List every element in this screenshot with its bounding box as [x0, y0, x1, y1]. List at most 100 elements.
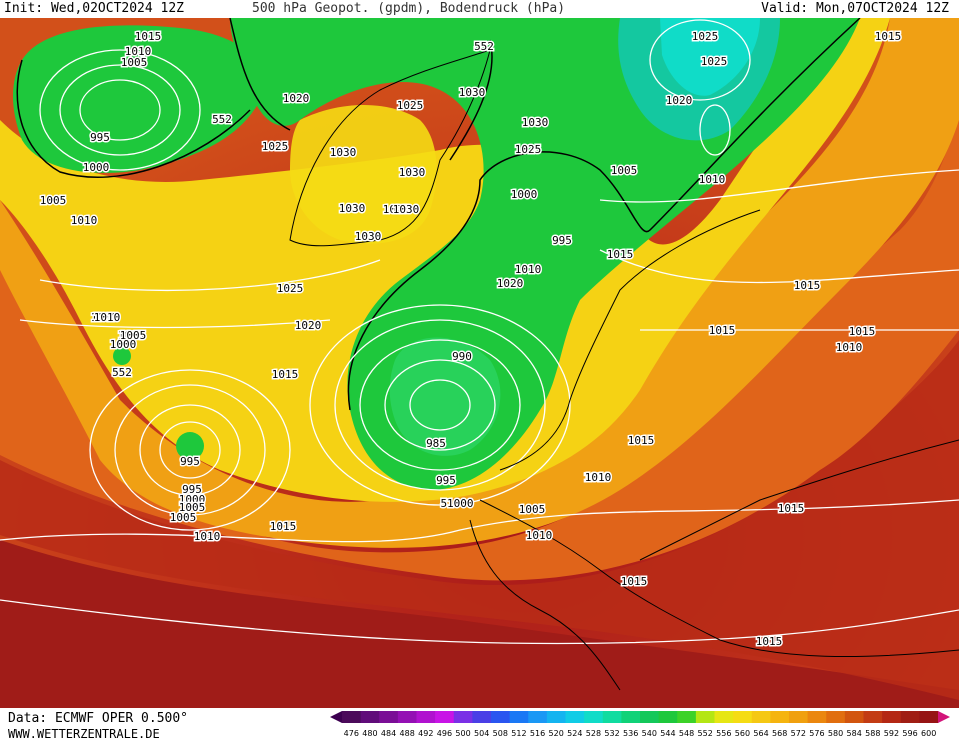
colorbar-swatch — [435, 711, 455, 723]
contour-552-low — [347, 18, 861, 411]
pressure-label: 1010 — [71, 214, 98, 227]
pressure-label: 1025 — [701, 55, 728, 68]
colorbar-tick-label: 584 — [847, 729, 862, 738]
colorbar-tick-label: 596 — [902, 729, 917, 738]
colorbar-swatch — [789, 711, 809, 723]
coastlines — [289, 49, 959, 691]
pressure-label: 1025 — [692, 30, 719, 43]
colorbar-tick-label: 592 — [884, 729, 899, 738]
field-580-band — [0, 110, 959, 581]
colorbar-tick-label: 504 — [474, 729, 489, 738]
colorbar-tick-label: 480 — [362, 729, 377, 738]
pressure-label: 1020 — [497, 277, 524, 290]
colorbar-tick-label: 500 — [455, 729, 470, 738]
colorbar-tick-label: 476 — [344, 729, 359, 738]
pressure-label: 1005 — [519, 503, 546, 516]
cyan-low-inner — [660, 18, 760, 96]
pressure-label: 552 — [212, 113, 232, 126]
pressure-label: 1015 — [621, 575, 648, 588]
colorbar-tick-label: 496 — [437, 729, 452, 738]
colorbar-tick-label: 556 — [716, 729, 731, 738]
colorbar-swatch — [807, 711, 827, 723]
colorbar-tick-label: 560 — [735, 729, 750, 738]
colorbar-min-arrow — [330, 711, 342, 723]
colorbar-swatch — [658, 711, 678, 723]
pressure-label: 1010 — [836, 341, 863, 354]
pressure-label: 1015 — [756, 635, 783, 648]
pressure-label: 1020 — [283, 92, 310, 105]
colorbar-tick-label: 516 — [530, 729, 545, 738]
pressure-label: 990 — [452, 350, 472, 363]
pressure-label: 1010 — [699, 173, 726, 186]
pressure-label: 1010 — [194, 530, 221, 543]
colorbar-swatch — [919, 711, 939, 723]
pressure-label: 552 — [112, 366, 132, 379]
pressure-label: 1025 — [383, 203, 410, 216]
colorbar-swatch — [900, 711, 920, 723]
colorbar-tick-label: 588 — [865, 729, 880, 738]
pressure-label: 1015 — [709, 324, 736, 337]
colorbar-swatch — [342, 711, 362, 723]
init-time: Init: Wed,02OCT2024 12Z — [4, 1, 185, 16]
colorbar-swatch — [453, 711, 473, 723]
pressure-label: 1015 — [875, 30, 902, 43]
pressure-label: 1030 — [355, 230, 382, 243]
colorbar-swatch — [770, 711, 790, 723]
colorbar-swatch — [714, 711, 734, 723]
colorbar-tick-label: 572 — [791, 729, 806, 738]
colorbar-tick-label: 548 — [679, 729, 694, 738]
colorbar-tick-label: 524 — [567, 729, 582, 738]
pressure-label: 1030 — [522, 116, 549, 129]
pressure-label: 995 — [90, 131, 110, 144]
pressure-label: 1025 — [515, 143, 542, 156]
pressure-label: 1030 — [339, 202, 366, 215]
colorbar-tick-label: 552 — [698, 729, 713, 738]
colorbar-tick-label: 540 — [642, 729, 657, 738]
pressure-label: 1025 — [397, 99, 424, 112]
colorbar-swatch — [528, 711, 548, 723]
pressure-label: 1010 — [585, 471, 612, 484]
pressure-label: 1005 — [121, 56, 148, 69]
colorbar-swatch — [472, 711, 492, 723]
map-title: 500 hPa Geopot. (gpdm), Bodendruck (hPa) — [252, 1, 566, 16]
colorbar-tick-label: 520 — [549, 729, 564, 738]
pressure-label: 1000 — [110, 338, 137, 351]
colorbar-tick-label: 564 — [753, 729, 768, 738]
colorbar-swatch — [584, 711, 604, 723]
colorbar-tick-label: 488 — [400, 729, 415, 738]
pressure-label: 1015 — [778, 502, 805, 515]
colorbar-tick-label: 528 — [586, 729, 601, 738]
pressure-label: 1015 — [270, 520, 297, 533]
colorbar-tick-label: 544 — [660, 729, 675, 738]
colorbar-tick-label: 492 — [418, 729, 433, 738]
pressure-label: 1015 — [607, 248, 634, 261]
colorbar-legend: 476 480 484 488 492 496 500 504 508 512 516 520 524 5… — [330, 711, 950, 738]
site-url[interactable]: WWW.WETTERZENTRALE.DE — [8, 727, 160, 741]
data-source: Data: ECMWF OPER 0.500° — [8, 711, 189, 726]
colorbar-tick-label: 580 — [828, 729, 843, 738]
pressure-label: 1005 — [170, 511, 197, 524]
contour-552-west — [16, 59, 251, 179]
pressure-label: 995 — [182, 483, 202, 496]
pressure-label: 1020 — [295, 319, 322, 332]
colorbar-swatch — [416, 711, 436, 723]
map-header: Init: Wed,02OCT2024 12Z 500 hPa Geopot. … — [0, 0, 959, 18]
field-600-band — [0, 540, 959, 708]
field-590-band — [0, 340, 959, 700]
pressure-label: 1015 — [272, 368, 299, 381]
pressure-label: 1025 — [262, 140, 289, 153]
yellow-greenland-ridge — [290, 105, 437, 244]
pressure-label: 1030 — [393, 203, 420, 216]
colorbar-swatch — [621, 711, 641, 723]
colorbar-swatch — [826, 711, 846, 723]
colorbar-tick-label: 568 — [772, 729, 787, 738]
pressure-label: 995 — [180, 455, 200, 468]
pressure-label: 995 — [436, 474, 456, 487]
colorbar-swatch — [379, 711, 399, 723]
pressure-label: 1020 — [666, 94, 693, 107]
pressure-label: 1005 — [179, 501, 206, 514]
colorbar-tick-label: 576 — [809, 729, 824, 738]
pressure-label: 1010 — [526, 529, 553, 542]
colorbar-swatch — [677, 711, 697, 723]
pressure-label: 1030 — [399, 166, 426, 179]
